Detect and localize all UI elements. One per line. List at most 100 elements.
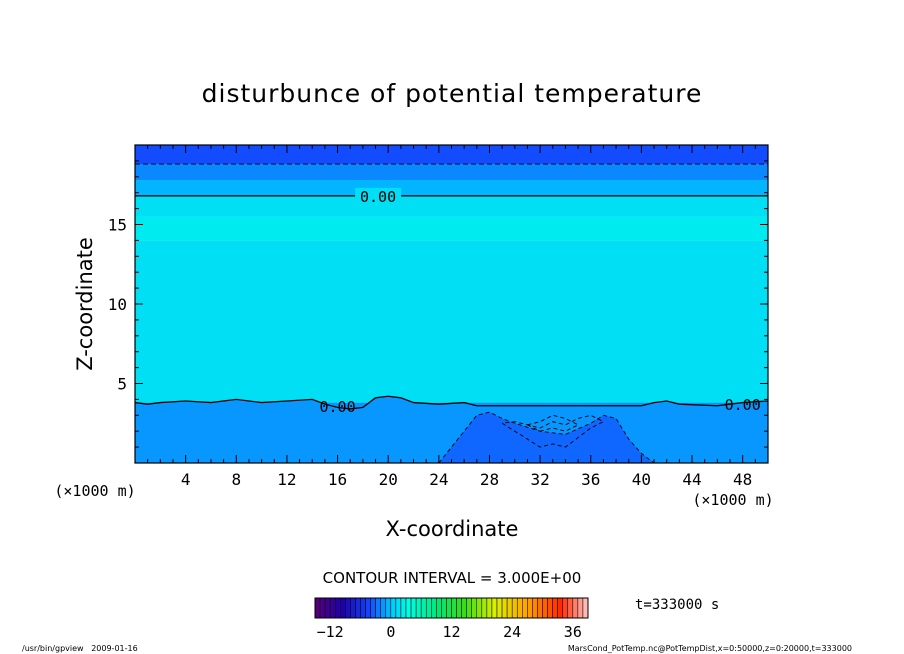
- colorbar-cell: [527, 597, 533, 619]
- contour-label: 0.00: [360, 188, 396, 206]
- x-unit-label-left: (×1000 m): [54, 482, 135, 500]
- colorbar-tick-label: 12: [442, 623, 460, 641]
- y-tick-label: 15: [108, 216, 127, 235]
- colorbar-cell: [557, 597, 563, 619]
- colorbar-cell: [410, 597, 417, 619]
- y-axis-title: Z-coordinate: [73, 237, 97, 371]
- colorbar-cell: [385, 597, 392, 619]
- zero-contour-low: [135, 395, 768, 410]
- contour-interval: CONTOUR INTERVAL = 3.000E+00: [323, 569, 582, 587]
- colorbar-cell: [334, 597, 341, 619]
- colorbar-cell: [506, 597, 513, 619]
- field-layer-4: [135, 179, 768, 196]
- colorbar-cell: [451, 597, 457, 619]
- colorbar-cell: [537, 597, 543, 619]
- colorbar-cell: [516, 597, 523, 619]
- x-tick-label: 32: [530, 470, 549, 489]
- colorbar-cell: [420, 597, 427, 619]
- colorbar-cell: [441, 597, 447, 619]
- contour-label: 0.00: [725, 396, 761, 414]
- contour-lines: [135, 163, 768, 463]
- colorbar-cell: [370, 597, 376, 619]
- colorbar-cell: [471, 597, 478, 619]
- x-tick-label: 16: [328, 470, 347, 489]
- contour-label: 0.00: [319, 398, 355, 416]
- colorbar-tick-label: −12: [317, 623, 344, 641]
- x-tick-label: 12: [277, 470, 296, 489]
- x-tick-label: 4: [181, 470, 191, 489]
- y-tick-label: 10: [108, 295, 127, 314]
- footer-left: /usr/bin/gpview 2009-01-16: [22, 644, 138, 653]
- colorbar-cell: [491, 597, 498, 619]
- colorbar-cell: [466, 597, 472, 619]
- colorbar-cell: [415, 597, 422, 619]
- x-tick-label: 20: [379, 470, 398, 489]
- colorbar-cell: [446, 597, 452, 619]
- x-unit-label-right: (×1000 m): [692, 491, 773, 509]
- time-label: t=333000 s: [635, 597, 719, 613]
- colorbar: [314, 597, 589, 619]
- colorbar-cell: [562, 597, 569, 619]
- colorbar-cell: [319, 597, 326, 619]
- colorbar-tick-labels: −12 0 12 24 36: [317, 623, 582, 641]
- field-layer-2: [135, 216, 768, 241]
- x-tick-label: 28: [480, 470, 499, 489]
- x-tick-label: 8: [231, 470, 241, 489]
- colorbar-cell: [486, 597, 493, 619]
- colorbar-cell: [547, 597, 553, 619]
- colorbar-cell: [542, 597, 548, 619]
- x-axis-title: X-coordinate: [386, 517, 519, 541]
- field-layer-6: [135, 145, 768, 165]
- x-tick-label: 44: [682, 470, 701, 489]
- chart-title: disturbunce of potential temperature: [202, 79, 703, 108]
- colorbar-cell: [496, 597, 503, 619]
- x-tick-label: 48: [733, 470, 752, 489]
- temperature-field: [135, 145, 768, 463]
- colorbar-cell: [375, 597, 381, 619]
- colorbar-cell: [425, 597, 432, 619]
- colorbar-cell: [324, 597, 331, 619]
- field-layer-3: [135, 195, 768, 217]
- colorbar-cell: [355, 597, 361, 619]
- colorbar-cell: [436, 597, 442, 619]
- x-tick-label: 36: [581, 470, 600, 489]
- colorbar-cell: [476, 597, 483, 619]
- colorbar-cell: [552, 597, 558, 619]
- colorbar-cell: [405, 597, 412, 619]
- colorbar-cell: [481, 597, 488, 619]
- colorbar-tick-label: 36: [564, 623, 582, 641]
- colorbar-frame: [314, 597, 589, 619]
- colorbar-cell: [577, 597, 584, 619]
- field-negative-patch: [438, 412, 655, 463]
- colorbar-cell: [532, 597, 538, 619]
- colorbar-cell: [461, 597, 467, 619]
- colorbar-cell: [360, 597, 366, 619]
- colorbar-cell: [345, 597, 351, 619]
- field-layer-5: [135, 164, 768, 180]
- negative-contour-1: [501, 414, 605, 448]
- colorbar-cell: [395, 597, 402, 619]
- colorbar-cell: [329, 597, 336, 619]
- colorbar-cell: [400, 597, 407, 619]
- negative-contour-2: [527, 414, 580, 432]
- contour-labels: 0.00 0.00 0.00: [319, 187, 761, 416]
- colorbar-cell: [350, 597, 356, 619]
- footer-right: MarsCond_PotTemp.nc@PotTempDist,x=0:5000…: [568, 644, 852, 653]
- colorbar-cell: [380, 597, 387, 619]
- colorbar-cell: [390, 597, 397, 619]
- colorbar-tick-label: 24: [503, 623, 521, 641]
- colorbar-cell: [522, 597, 528, 619]
- colorbar-cell: [456, 597, 462, 619]
- colorbar-cell: [567, 597, 574, 619]
- axis-ticks: [135, 145, 768, 463]
- colorbar-cell: [365, 597, 371, 619]
- colorbar-cell: [511, 597, 518, 619]
- field-layer-1: [135, 240, 768, 403]
- colorbar-cell: [572, 597, 579, 619]
- y-tick-label: 5: [117, 375, 127, 394]
- x-tick-label: 40: [632, 470, 651, 489]
- colorbar-cell: [501, 597, 508, 619]
- contour-label-gap: [355, 187, 402, 204]
